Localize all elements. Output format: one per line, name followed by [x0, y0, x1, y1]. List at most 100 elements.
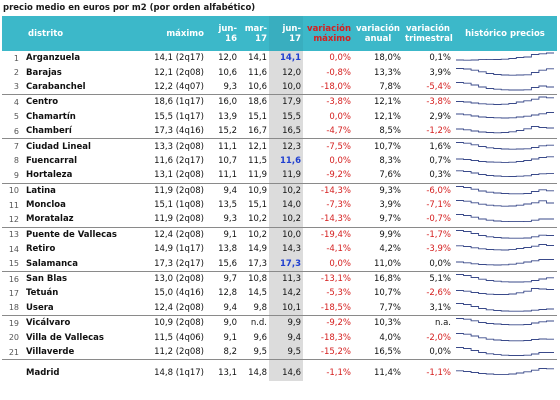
- sparkline-line: [456, 368, 554, 376]
- variation-max: -5,3%: [326, 288, 351, 299]
- variation-quarterly: 0,7%: [429, 155, 451, 166]
- price-jun17: 17,9: [269, 94, 303, 110]
- sparkline-chart: [456, 156, 554, 163]
- max-price: 14,8 (1q17): [154, 368, 204, 379]
- variation-quarterly: 0,3%: [429, 170, 451, 181]
- variation-annual: 11,0%: [373, 258, 401, 269]
- sparkline-chart: [456, 200, 554, 207]
- variation-annual: 9,7%: [379, 214, 401, 225]
- variation-annual: 10,7%: [353, 138, 403, 154]
- sparkline-chart: [456, 141, 554, 150]
- sparkline-line: [456, 185, 554, 194]
- price-jun17: 10,1: [269, 300, 303, 316]
- header-variacion-trimestral: variación trimestral: [403, 16, 453, 51]
- row-index: 5: [13, 112, 19, 122]
- district-name: Usera: [26, 302, 54, 313]
- variation-max: -3,8%: [303, 94, 353, 110]
- price-history-sparkline: [453, 80, 557, 95]
- price-history-sparkline: [453, 286, 557, 300]
- price-jun16: 11,1: [206, 138, 239, 154]
- table-row: 5 Chamartín 15,5 (1q17) 13,9 15,1 15,5 0,0% 12,…: [2, 109, 557, 124]
- price-jun17: 10,2: [269, 182, 303, 198]
- price-jun16: 16,0: [206, 94, 239, 110]
- table-row: 19 Vicálvaro 10,9 (2q08) 9,0 n.d. 9,9 -9,2% 10,…: [2, 315, 557, 331]
- price-jun16: 15,2: [218, 126, 237, 137]
- max-price: 15,5 (1q17): [154, 111, 204, 122]
- row-index: 1: [13, 53, 19, 63]
- sparkline-line: [456, 302, 554, 312]
- district-name: Puente de Vallecas: [22, 226, 134, 243]
- variation-annual: 4,0%: [379, 332, 401, 343]
- max-price: 11,5 (4q06): [154, 332, 204, 343]
- row-index: 17: [8, 288, 19, 298]
- table-row: 17 Tetuán 15,0 (4q16) 12,8 14,5 14,2 -5,3% 10,7…: [2, 286, 557, 301]
- district-name: Moncloa: [26, 200, 66, 211]
- header-row: distrito máximo jun-16 mar-17 jun-17 var…: [2, 16, 557, 51]
- max-price: 15,0 (4q16): [154, 288, 204, 299]
- price-history-sparkline: [453, 138, 557, 154]
- row-index: 4: [2, 94, 22, 110]
- district-name: Madrid: [26, 368, 60, 379]
- table-row: 4 Centro 18,6 (1q17) 16,0 18,6 17,9 -3,8% 12,1%…: [2, 94, 557, 110]
- price-mar17: 10,2: [239, 226, 269, 243]
- price-jun16: 9,1: [206, 226, 239, 243]
- price-mar17: 12,1: [239, 138, 269, 154]
- variation-quarterly: n.a.: [403, 315, 453, 331]
- spacer-cell: [353, 359, 403, 367]
- variation-annual: 7,7%: [379, 302, 401, 313]
- variation-quarterly: 3,9%: [429, 67, 451, 78]
- variation-quarterly: 3,1%: [429, 302, 451, 313]
- sparkline-line: [456, 214, 554, 223]
- price-jun16: 9,7: [206, 270, 239, 287]
- price-jun16: 12,8: [218, 288, 237, 299]
- variation-max: -19,4%: [303, 226, 353, 243]
- variation-max: 0,0%: [329, 258, 351, 269]
- variation-annual: 16,8%: [353, 270, 403, 287]
- price-history-sparkline: [453, 345, 557, 360]
- table-row: 3 Carabanchel 12,2 (4q07) 9,3 10,6 10,0 -18,0%…: [2, 79, 557, 95]
- header-historico: histórico precios: [453, 16, 557, 51]
- row-index: 18: [8, 303, 19, 313]
- variation-quarterly: 2,9%: [429, 111, 451, 122]
- price-jun17: 14,6: [269, 366, 303, 381]
- variation-max: -1,1%: [326, 368, 351, 379]
- row-index: 10: [2, 182, 22, 198]
- district-name: Ciudad Lineal: [22, 138, 134, 154]
- price-jun17: 14,0: [269, 197, 303, 213]
- price-jun17: 15,5: [269, 109, 303, 124]
- sparkline-chart: [456, 111, 554, 119]
- row-index: 21: [8, 347, 19, 357]
- header-index: [2, 16, 22, 51]
- sparkline-chart: [456, 229, 554, 239]
- price-history-sparkline: [453, 182, 557, 198]
- price-jun17: 11,3: [269, 270, 303, 287]
- price-jun17: 10,2: [269, 212, 303, 228]
- sparkline-line: [456, 141, 554, 150]
- variation-quarterly: -1,7%: [403, 226, 453, 243]
- price-mar17: 15,1: [248, 200, 267, 211]
- price-mar17: 11,5: [248, 155, 267, 166]
- row-index: 15: [8, 259, 19, 269]
- price-history-sparkline: [453, 94, 557, 110]
- variation-max: -9,2%: [303, 315, 353, 331]
- price-mar17: 14,8: [248, 368, 267, 379]
- spacer-cell: [403, 359, 453, 367]
- price-jun17: 12,0: [269, 65, 303, 80]
- price-history-sparkline: [453, 198, 557, 212]
- max-price: 13,3 (2q08): [134, 138, 206, 154]
- price-jun16: 9,4: [206, 182, 239, 198]
- row-index: 11: [8, 200, 19, 210]
- price-mar17: 10,9: [239, 182, 269, 198]
- variation-annual: 8,5%: [379, 126, 401, 137]
- max-price: 11,2 (2q08): [154, 347, 204, 357]
- row-index: 14: [8, 244, 19, 254]
- sparkline-chart: [456, 332, 554, 341]
- variation-max: -4,7%: [326, 126, 351, 137]
- variation-annual: 7,6%: [379, 170, 401, 181]
- price-jun17: 17,3: [269, 256, 303, 272]
- variation-max: -7,3%: [326, 200, 351, 211]
- price-mar17: 9,6: [253, 332, 267, 343]
- district-name: Chamberí: [26, 126, 72, 137]
- variation-annual: 12,1%: [373, 111, 401, 122]
- variation-annual: 9,9%: [353, 226, 403, 243]
